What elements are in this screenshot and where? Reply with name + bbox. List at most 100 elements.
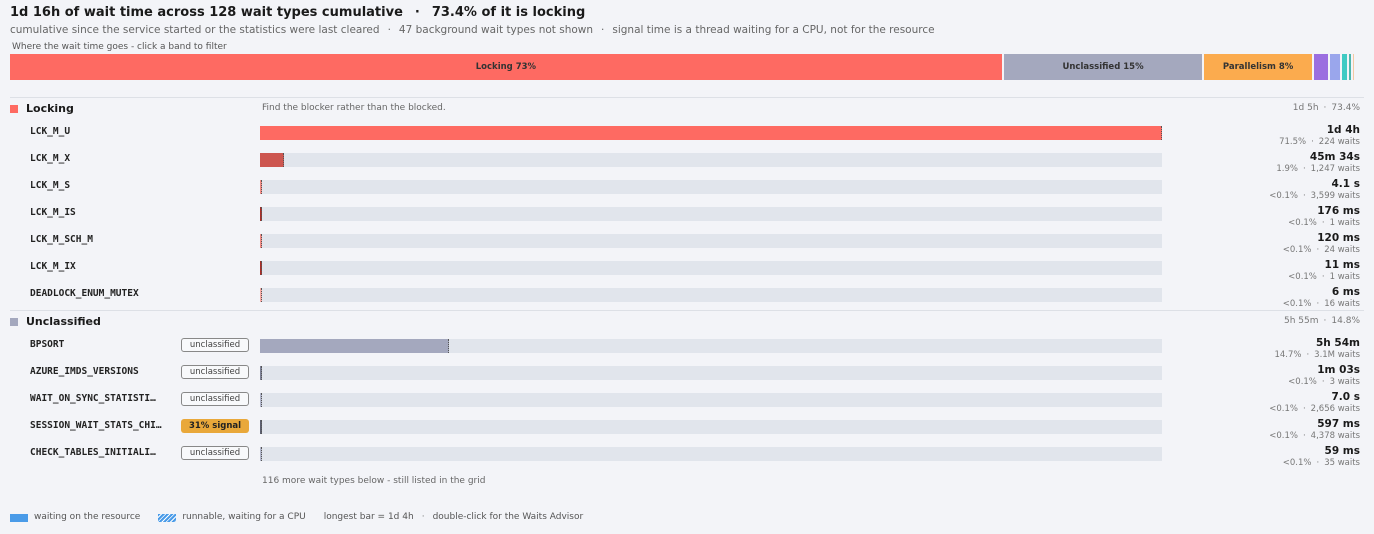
wait-type-name[interactable]: WAIT_ON_SYNC_STATISTI… — [30, 393, 156, 404]
bar[interactable] — [260, 180, 262, 194]
wait-share: <0.1% · 35 waits — [1283, 458, 1360, 468]
wait-type-name[interactable]: LCK_M_IX — [30, 261, 76, 272]
group-swatch — [10, 318, 18, 326]
bar[interactable] — [260, 447, 262, 461]
header-title: 1d 16h of wait time across 128 wait type… — [10, 5, 585, 20]
waits: 24 waits — [1324, 245, 1360, 255]
wait-share: 14.7% · 3.1M waits — [1274, 350, 1360, 360]
wait-time: 597 ms — [1317, 418, 1360, 430]
separator: · — [601, 24, 605, 36]
bar-track — [260, 234, 1162, 248]
group-total: 5h 55m · 14.8% — [1284, 316, 1360, 326]
bar-track — [260, 339, 1162, 353]
bar-track — [260, 366, 1162, 380]
bar[interactable] — [260, 393, 262, 407]
separator: · — [414, 5, 420, 20]
bar[interactable] — [260, 207, 262, 221]
wait-tag: unclassified — [181, 365, 249, 379]
bar[interactable] — [260, 366, 262, 380]
separator: · — [1316, 245, 1320, 255]
legend-swatch — [10, 514, 28, 522]
group-swatch — [10, 105, 18, 113]
separator: · — [1321, 218, 1325, 228]
share: 73.4% — [1331, 103, 1360, 113]
share: 14.8% — [1331, 316, 1360, 326]
band[interactable] — [1353, 54, 1355, 80]
total: 1d 5h — [1292, 103, 1319, 113]
share: <0.1% — [1282, 299, 1312, 309]
wait-type-name[interactable]: LCK_M_U — [30, 126, 71, 137]
share: <0.1% — [1282, 245, 1312, 255]
bar[interactable] — [260, 126, 1162, 140]
band[interactable]: Unclassified 15% — [1003, 54, 1203, 80]
wait-share: <0.1% · 4,378 waits — [1269, 431, 1360, 441]
waits: 3 waits — [1329, 377, 1360, 387]
total: 5h 55m — [1284, 316, 1319, 326]
separator: · — [1302, 404, 1306, 414]
wait-type-name[interactable]: LCK_M_SCH_M — [30, 234, 93, 245]
waits: 35 waits — [1324, 458, 1360, 468]
share: <0.1% — [1269, 404, 1298, 414]
share: <0.1% — [1269, 431, 1298, 441]
wait-type-name[interactable]: SESSION_WAIT_STATS_CHI… — [30, 420, 162, 431]
separator: · — [1323, 103, 1327, 113]
band[interactable]: Locking 73% — [10, 54, 1002, 80]
share: <0.1% — [1288, 272, 1317, 282]
separator: · — [387, 24, 391, 36]
wait-share: 71.5% · 224 waits — [1279, 137, 1360, 147]
separator: · — [1316, 299, 1320, 309]
waits: 4,378 waits — [1310, 431, 1360, 441]
bar-track — [260, 420, 1162, 434]
wait-time: 120 ms — [1317, 232, 1360, 244]
band[interactable] — [1313, 54, 1329, 80]
waits: 3,599 waits — [1310, 191, 1360, 201]
separator: · — [1321, 377, 1325, 387]
waits: 3.1M waits — [1314, 350, 1360, 360]
wait-time: 7.0 s — [1331, 391, 1360, 403]
legend-label: waiting on the resource — [34, 512, 141, 522]
bar[interactable] — [260, 153, 285, 167]
wait-type-name[interactable]: AZURE_IMDS_VERSIONS — [30, 366, 139, 377]
wait-type-name[interactable]: BPSORT — [30, 339, 65, 350]
bar[interactable] — [260, 288, 262, 302]
wait-share: <0.1% · 3,599 waits — [1269, 191, 1360, 201]
wait-type-name[interactable]: LCK_M_X — [30, 153, 71, 164]
wait-time: 176 ms — [1317, 205, 1360, 217]
note: cumulative since the service started or … — [10, 24, 380, 36]
wait-time: 6 ms — [1331, 286, 1360, 298]
waits: 224 waits — [1318, 137, 1360, 147]
band[interactable] — [1349, 54, 1352, 80]
bar-track — [260, 288, 1162, 302]
bar-track — [260, 180, 1162, 194]
separator: · — [1323, 316, 1327, 326]
wait-time: 1d 4h — [1326, 124, 1360, 136]
group-name: Unclassified — [26, 315, 101, 328]
wait-type-name[interactable]: LCK_M_IS — [30, 207, 76, 218]
bar[interactable] — [260, 234, 262, 248]
waits: 1 waits — [1329, 272, 1360, 282]
note: signal time is a thread waiting for a CP… — [612, 24, 935, 36]
waits: 1 waits — [1329, 218, 1360, 228]
bar-track — [260, 393, 1162, 407]
bar[interactable] — [260, 261, 262, 275]
bar-track — [260, 153, 1162, 167]
wait-share: <0.1% · 24 waits — [1283, 245, 1360, 255]
legend-label: longest bar = 1d 4h — [323, 512, 414, 522]
wait-type-name[interactable]: LCK_M_S — [30, 180, 71, 191]
wait-type-name[interactable]: CHECK_TABLES_INITIALI… — [30, 447, 156, 458]
bar[interactable] — [260, 339, 450, 353]
divider — [10, 97, 1364, 98]
band[interactable] — [1330, 54, 1341, 80]
bar[interactable] — [260, 420, 262, 434]
band[interactable]: Parallelism 8% — [1204, 54, 1312, 80]
band[interactable] — [1342, 54, 1348, 80]
bar-track — [260, 207, 1162, 221]
separator: · — [1321, 272, 1325, 282]
headline: 73.4% of it is locking — [431, 5, 586, 20]
wait-share: <0.1% · 1 waits — [1288, 272, 1360, 282]
legend-label: double-click for the Waits Advisor — [432, 512, 584, 522]
wait-type-name[interactable]: DEADLOCK_ENUM_MUTEX — [30, 288, 139, 299]
wait-tag: unclassified — [181, 446, 249, 460]
legend-label: runnable, waiting for a CPU — [182, 512, 306, 522]
